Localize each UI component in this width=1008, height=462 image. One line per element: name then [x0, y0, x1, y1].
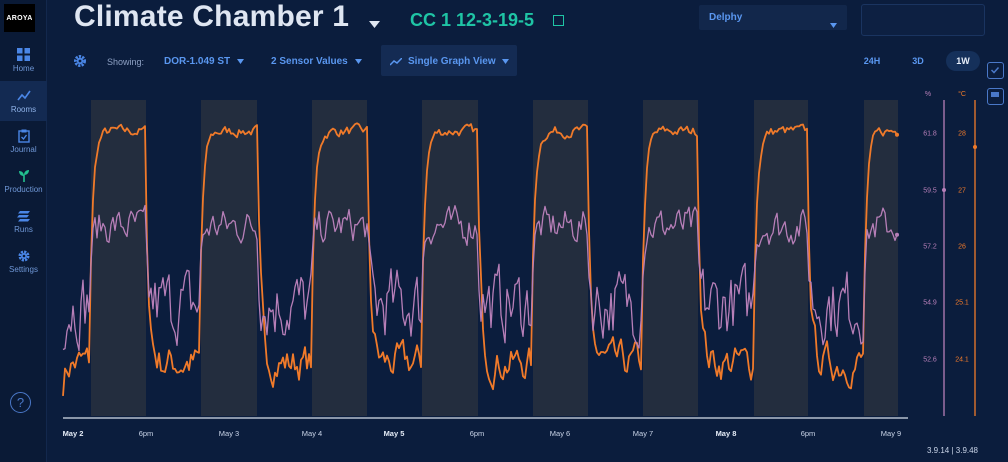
aroya-logo[interactable]: AROYA [4, 4, 35, 32]
sidebar: AROYA Home Rooms Journal Production Runs [0, 0, 47, 462]
x-tick-label: May 3 [219, 429, 239, 438]
lights-on-band [422, 100, 478, 416]
sidebar-item-label: Home [12, 63, 35, 73]
gear-icon [17, 249, 31, 263]
x-tick-label: May 7 [633, 429, 653, 438]
chart-line-icon [16, 89, 31, 103]
lights-on-band [312, 100, 367, 416]
chart-settings-gear-icon[interactable] [73, 54, 87, 73]
graph-view-dropdown[interactable]: Single Graph View [381, 45, 517, 76]
organization-select[interactable]: Delphy [699, 5, 847, 30]
sidebar-item-label: Production [4, 184, 43, 194]
lights-on-band [91, 100, 146, 416]
sensor-dropdown[interactable]: DOR-1.049 ST [164, 56, 245, 67]
organization-value: Delphy [709, 12, 743, 23]
header-panel[interactable] [861, 4, 985, 36]
sidebar-item-settings[interactable]: Settings [0, 241, 47, 281]
lights-on-shading [91, 100, 898, 416]
x-tick-label: May 9 [881, 429, 901, 438]
x-tick-label: May 2 [63, 429, 84, 438]
humidity-tick-label: 52.6 [923, 357, 937, 364]
range-3d-button[interactable]: 3D [912, 56, 924, 66]
range-24h-button[interactable]: 24H [863, 56, 881, 66]
temperature-unit-label: °C [958, 90, 966, 98]
temperature-tick-label: 24.1 [955, 357, 969, 364]
x-tick-label: May 4 [302, 429, 322, 438]
sensor-values-dropdown[interactable]: 2 Sensor Values [271, 56, 362, 67]
x-tick-label: 6pm [139, 429, 154, 438]
series-line[interactable] [62, 122, 898, 396]
humidity-tick-label: 61.8 [923, 131, 937, 138]
page-title: Climate Chamber 1 [74, 0, 350, 33]
x-tick-label: May 8 [716, 429, 737, 438]
lights-on-band [864, 100, 898, 416]
sidebar-item-label: Rooms [10, 104, 37, 114]
x-tick-label: 6pm [801, 429, 816, 438]
lights-on-band [643, 100, 698, 416]
humidity-tick-label: 54.9 [923, 300, 937, 307]
humidity-tick-label: 57.2 [923, 244, 937, 251]
panel-icon[interactable] [987, 88, 1004, 105]
room-subtitle: CC 1 12-3-19-5 [410, 10, 535, 30]
sidebar-item-home[interactable]: Home [0, 40, 47, 80]
humidity-unit-label: % [925, 91, 931, 98]
chevron-down-icon [354, 59, 362, 64]
square-icon[interactable] [553, 15, 564, 26]
sensor-value: DOR-1.049 ST [164, 56, 231, 67]
version-label: 3.9.14 | 3.9.48 [927, 446, 979, 455]
temperature-current-marker [973, 145, 977, 149]
sidebar-item-label: Settings [9, 264, 38, 274]
showing-label: Showing: [107, 57, 145, 67]
sidebar-item-label: Runs [14, 224, 33, 234]
sidebar-item-rooms[interactable]: Rooms [0, 81, 47, 121]
chevron-down-icon[interactable] [369, 15, 380, 33]
grid-icon [17, 48, 31, 62]
sidebar-item-label: Journal [10, 144, 37, 154]
sidebar-item-runs[interactable]: Runs [0, 201, 47, 241]
temperature-tick-label: 25.1 [955, 300, 969, 307]
graph-view-value: Single Graph View [408, 56, 496, 67]
lights-on-band [533, 100, 588, 416]
chevron-down-icon [237, 59, 245, 64]
temperature-tick-label: 27 [958, 188, 966, 195]
x-tick-label: May 5 [384, 429, 405, 438]
x-tick-label: May 6 [550, 429, 570, 438]
series-line[interactable] [62, 204, 898, 352]
chevron-down-icon [830, 15, 837, 33]
lights-on-band [201, 100, 257, 416]
range-1w-button[interactable]: 1W [946, 51, 980, 71]
temperature-tick-label: 26 [958, 244, 966, 251]
chart-line-icon [390, 57, 402, 66]
clipboard-icon [17, 129, 31, 143]
sensor-values-count: 2 Sensor Values [271, 56, 348, 67]
help-button[interactable]: ? [10, 392, 31, 413]
humidity-tick-label: 59.5 [923, 188, 937, 195]
sidebar-item-journal[interactable]: Journal [0, 121, 47, 161]
x-tick-label: 6pm [470, 429, 485, 438]
chevron-down-icon [501, 59, 509, 64]
clipboard-check-icon[interactable] [987, 62, 1004, 79]
humidity-current-marker [942, 188, 946, 192]
sidebar-item-production[interactable]: Production [0, 161, 47, 201]
sprout-icon [17, 169, 31, 183]
temperature-tick-label: 28 [958, 131, 966, 138]
series-end-point [895, 132, 899, 137]
series-end-point [895, 232, 899, 237]
lights-on-band [754, 100, 808, 416]
runs-icon [16, 209, 31, 223]
